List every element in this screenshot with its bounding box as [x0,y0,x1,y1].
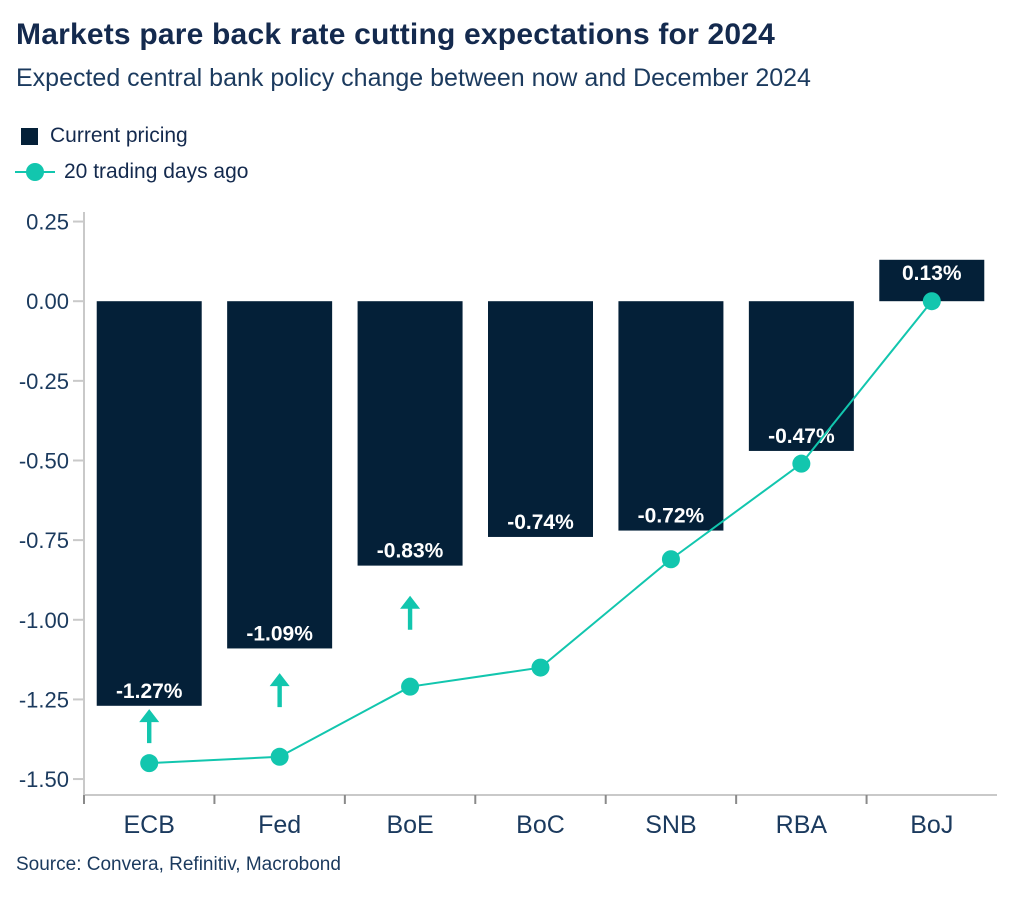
chart-title: Markets pare back rate cutting expectati… [16,18,776,51]
bar-rba [748,301,854,451]
bar-boe [357,301,463,566]
legend-item-20-trading-days-ago: 20 trading days ago [15,154,249,190]
bar-label-snb: -0.72% [638,505,705,528]
up-arrow-icon-fed [269,673,290,708]
category-label-boc: BoC [516,811,565,839]
line-dot-marker-icon [15,162,55,182]
up-arrow-icon-boe [400,595,421,630]
up-arrow-icon-ecb [139,709,160,744]
bar-label-fed: -1.09% [246,622,313,645]
legend: Current pricing 20 trading days ago [15,118,249,190]
line-point-boc [531,658,550,677]
legend-label-20-trading-days-ago: 20 trading days ago [64,160,249,183]
chart-subtitle: Expected central bank policy change betw… [16,64,811,92]
square-marker-icon [21,127,38,145]
bar-label-ecb: -1.27% [116,680,183,703]
bar-label-boc: -0.74% [507,511,574,534]
category-label-fed: Fed [258,811,301,839]
bar-label-boj: 0.13% [902,262,962,285]
line-point-rba [792,454,811,473]
y-tick-label--0.75: -0.75 [19,528,69,553]
line-point-boe [401,677,420,696]
category-label-rba: RBA [776,811,828,839]
bar-boc [488,301,593,537]
category-label-ecb: ECB [124,811,175,839]
line-point-ecb [140,754,159,773]
y-tick-label--0.25: -0.25 [19,369,69,394]
y-tick-label--1.00: -1.00 [19,608,69,633]
source-note: Source: Convera, Refinitiv, Macrobond [16,854,341,875]
y-tick-label--1.25: -1.25 [19,687,69,712]
dot-marker [26,163,44,181]
y-tick-label-0.00: 0.00 [26,289,69,314]
bar-fed [227,301,333,649]
line-point-fed [270,747,289,766]
bar-ecb [96,301,202,706]
category-label-boe: BoE [386,811,433,839]
line-point-boj [922,292,941,311]
legend-item-current-pricing: Current pricing [18,118,248,154]
legend-label-current-pricing: Current pricing [50,124,188,147]
bar-label-rba: -0.47% [768,425,835,448]
category-label-boj: BoJ [910,811,953,839]
bar-snb [618,301,724,531]
bar-label-boe: -0.83% [377,540,444,563]
y-tick-label--0.50: -0.50 [19,448,69,473]
category-label-snb: SNB [645,811,696,839]
y-tick-label--1.50: -1.50 [19,767,69,792]
line-point-snb [661,550,680,569]
y-tick-label-0.25: 0.25 [26,210,69,235]
